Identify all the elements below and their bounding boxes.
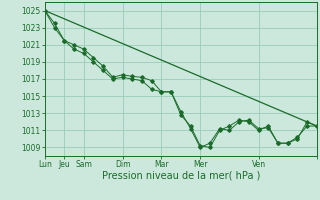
X-axis label: Pression niveau de la mer( hPa ): Pression niveau de la mer( hPa ) [102, 171, 260, 181]
